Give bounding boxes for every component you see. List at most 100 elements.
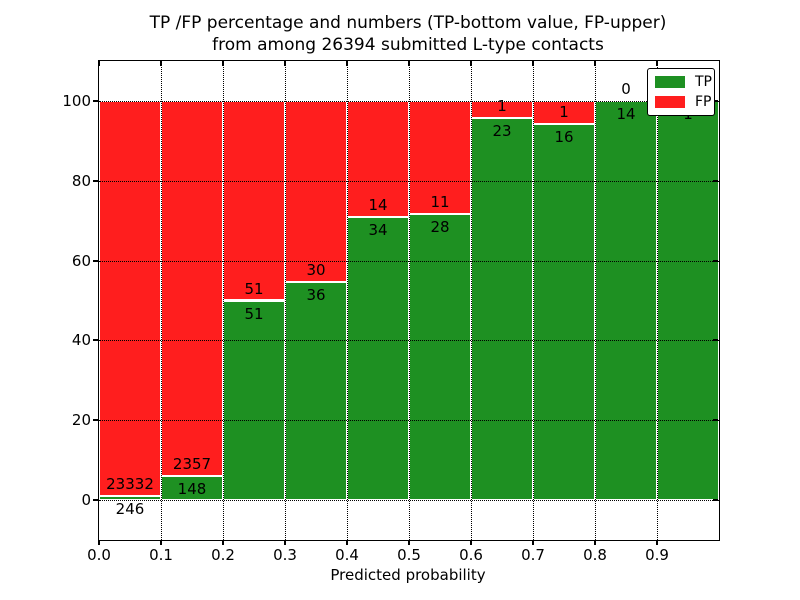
x-tick-label-0.3: 0.3	[273, 546, 297, 564]
legend-label-fp: FP	[695, 94, 712, 110]
legend-item-tp: TP	[655, 75, 714, 89]
y-tick-label-100: 100	[62, 91, 91, 110]
legend-label-tp: TP	[695, 74, 712, 90]
fp-count-label-1: 2357	[172, 455, 212, 474]
x-tick-label-0.4: 0.4	[335, 546, 359, 564]
fp-bar-segment-0	[99, 100, 161, 496]
bars-layer	[99, 61, 719, 540]
tp-count-label-3: 36	[306, 286, 326, 305]
fp-count-label-8: 0	[621, 79, 631, 98]
x-tick-bottom-0.6	[470, 540, 472, 545]
chart-title: TP /FP percentage and numbers (TP-bottom…	[98, 12, 718, 56]
y-tick-left-0	[93, 499, 98, 502]
tp-count-label-8: 14	[616, 104, 636, 123]
tp-count-label-0: 246	[115, 499, 145, 518]
fp-count-label-3: 30	[306, 261, 326, 280]
tp-bar-segment-6	[471, 117, 533, 501]
tp-color-swatch	[655, 76, 685, 88]
v-gridline-0.8	[595, 61, 596, 540]
x-tick-label-0.1: 0.1	[149, 546, 173, 564]
y-tick-right-80	[713, 179, 718, 182]
y-tick-right-40	[713, 339, 718, 342]
x-tick-top-0	[98, 61, 100, 66]
grid-layer	[99, 61, 719, 540]
fp-count-label-4: 14	[368, 196, 388, 215]
y-tick-left-60	[93, 259, 98, 262]
x-tick-bottom-0.9	[656, 540, 658, 545]
fp-count-label-7: 1	[559, 103, 569, 122]
v-gridline-0.5	[409, 61, 410, 540]
tp-count-label-5: 28	[430, 217, 450, 236]
y-tick-right-0	[713, 499, 718, 502]
tp-bar-segment-8	[595, 100, 657, 501]
fp-count-label-6: 1	[497, 96, 507, 115]
v-gridline-0.1	[161, 61, 162, 540]
v-gridline-0.2	[223, 61, 224, 540]
tp-bar-segment-3	[285, 282, 347, 501]
x-tick-label-0.8: 0.8	[583, 546, 607, 564]
x-tick-top-0.8	[594, 61, 596, 66]
v-gridline-0.3	[285, 61, 286, 540]
fp-color-swatch	[655, 96, 685, 108]
y-tick-left-100	[93, 99, 98, 102]
tp-count-label-7: 16	[554, 128, 574, 147]
x-tick-top-0.2	[222, 61, 224, 66]
fp-count-label-0: 23332	[106, 474, 154, 493]
y-tick-left-40	[93, 339, 98, 342]
x-tick-top-0.5	[408, 61, 410, 66]
y-tick-left-80	[93, 179, 98, 182]
tp-bar-segment-9	[657, 100, 719, 501]
tp-count-label-6: 23	[492, 121, 512, 140]
x-tick-bottom-0.4	[346, 540, 348, 545]
v-gridline-0.6	[471, 61, 472, 540]
v-gridline-0.7	[533, 61, 534, 540]
plot-area: 23332 246 2357 148 51 51 30 36 14 34 11 28 1 23 1 16 0 14…	[62, 60, 720, 564]
tick-labels-layer: 0 20 40 60 80 100 0.0 0.1 0.2 0.3 0.4 0.5 0.6 0.7 0.8 0…	[62, 61, 719, 564]
x-tick-top-0.4	[346, 61, 348, 66]
ticks-layer	[93, 61, 719, 545]
tp-bar-segment-2	[223, 300, 285, 501]
x-tick-bottom-0.1	[160, 540, 162, 545]
v-gridline-0.9	[657, 61, 658, 540]
x-tick-bottom-0.2	[222, 540, 224, 545]
x-tick-bottom-0	[98, 540, 100, 545]
fp-bar-segment-4	[347, 100, 409, 218]
chart-title-line2: from among 26394 submitted L-type contac…	[212, 35, 604, 55]
legend-item-fp: FP	[655, 95, 714, 109]
y-tick-left-20	[93, 419, 98, 422]
y-tick-label-20: 20	[71, 411, 91, 430]
x-tick-bottom-0.8	[594, 540, 596, 545]
x-tick-top-0.9	[656, 61, 658, 66]
tp-count-label-1: 148	[177, 480, 207, 499]
tp-bar-segment-0	[99, 495, 161, 501]
x-tick-label-0.9: 0.9	[645, 546, 669, 564]
legend-box: TP FP	[647, 68, 715, 116]
fp-bar-segment-1	[161, 100, 223, 477]
x-tick-label-0.5: 0.5	[397, 546, 421, 564]
x-tick-top-0.7	[532, 61, 534, 66]
x-tick-label-0.7: 0.7	[521, 546, 545, 564]
y-tick-label-60: 60	[71, 251, 91, 270]
fp-count-label-5: 11	[430, 192, 450, 211]
x-axis-label: Predicted probability	[330, 566, 486, 584]
tp-count-label-4: 34	[368, 221, 388, 240]
y-tick-label-0: 0	[81, 491, 91, 510]
x-tick-bottom-0.3	[284, 540, 286, 545]
tp-count-label-2: 51	[244, 304, 264, 323]
fp-bar-segment-3	[285, 100, 347, 283]
x-tick-top-0.1	[160, 61, 162, 66]
x-tick-label-0.6: 0.6	[459, 546, 483, 564]
y-tick-right-100	[713, 99, 718, 102]
x-tick-bottom-0.7	[532, 540, 534, 545]
x-tick-top-0.6	[470, 61, 472, 66]
y-tick-right-20	[713, 419, 718, 422]
x-tick-label-0.2: 0.2	[211, 546, 235, 564]
x-tick-top-0.3	[284, 61, 286, 66]
x-tick-label-0.0: 0.0	[87, 546, 111, 564]
chart-title-line1: TP /FP percentage and numbers (TP-bottom…	[149, 13, 667, 33]
fp-count-label-2: 51	[244, 279, 264, 298]
x-tick-bottom-0.5	[408, 540, 410, 545]
y-tick-right-60	[713, 259, 718, 262]
v-gridline-0.4	[347, 61, 348, 540]
